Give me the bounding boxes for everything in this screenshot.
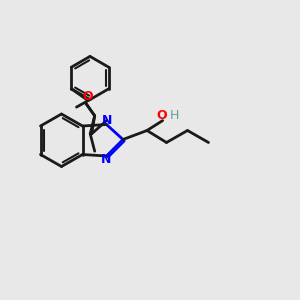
Text: O: O [82,90,93,104]
Text: H: H [169,109,179,122]
Text: N: N [102,114,112,127]
Text: O: O [157,109,167,122]
Text: N: N [100,153,111,167]
